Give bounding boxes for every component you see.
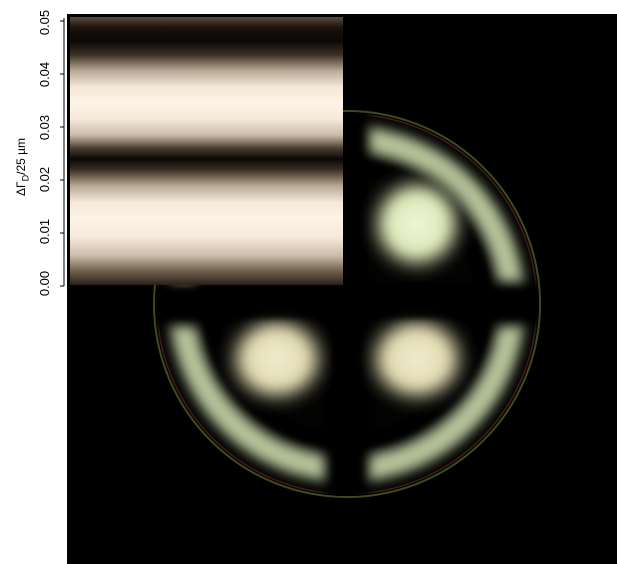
y-tick-label: 0.00 <box>37 270 53 297</box>
y-tick-label: 0.02 <box>37 166 53 193</box>
y-axis-title: ΔΓD/25 µm <box>14 137 31 196</box>
y-tick-label: 0.03 <box>37 114 53 141</box>
y-axis-ticks <box>60 18 65 287</box>
y-tick-label: 0.01 <box>37 218 53 245</box>
interference-disc <box>153 110 541 498</box>
y-tick-label: 0.04 <box>37 61 53 88</box>
image-canvas <box>70 17 541 498</box>
y-tick-label: 0.05 <box>37 9 53 36</box>
conoscopic-image <box>67 14 617 564</box>
fringe-inset <box>70 17 343 285</box>
